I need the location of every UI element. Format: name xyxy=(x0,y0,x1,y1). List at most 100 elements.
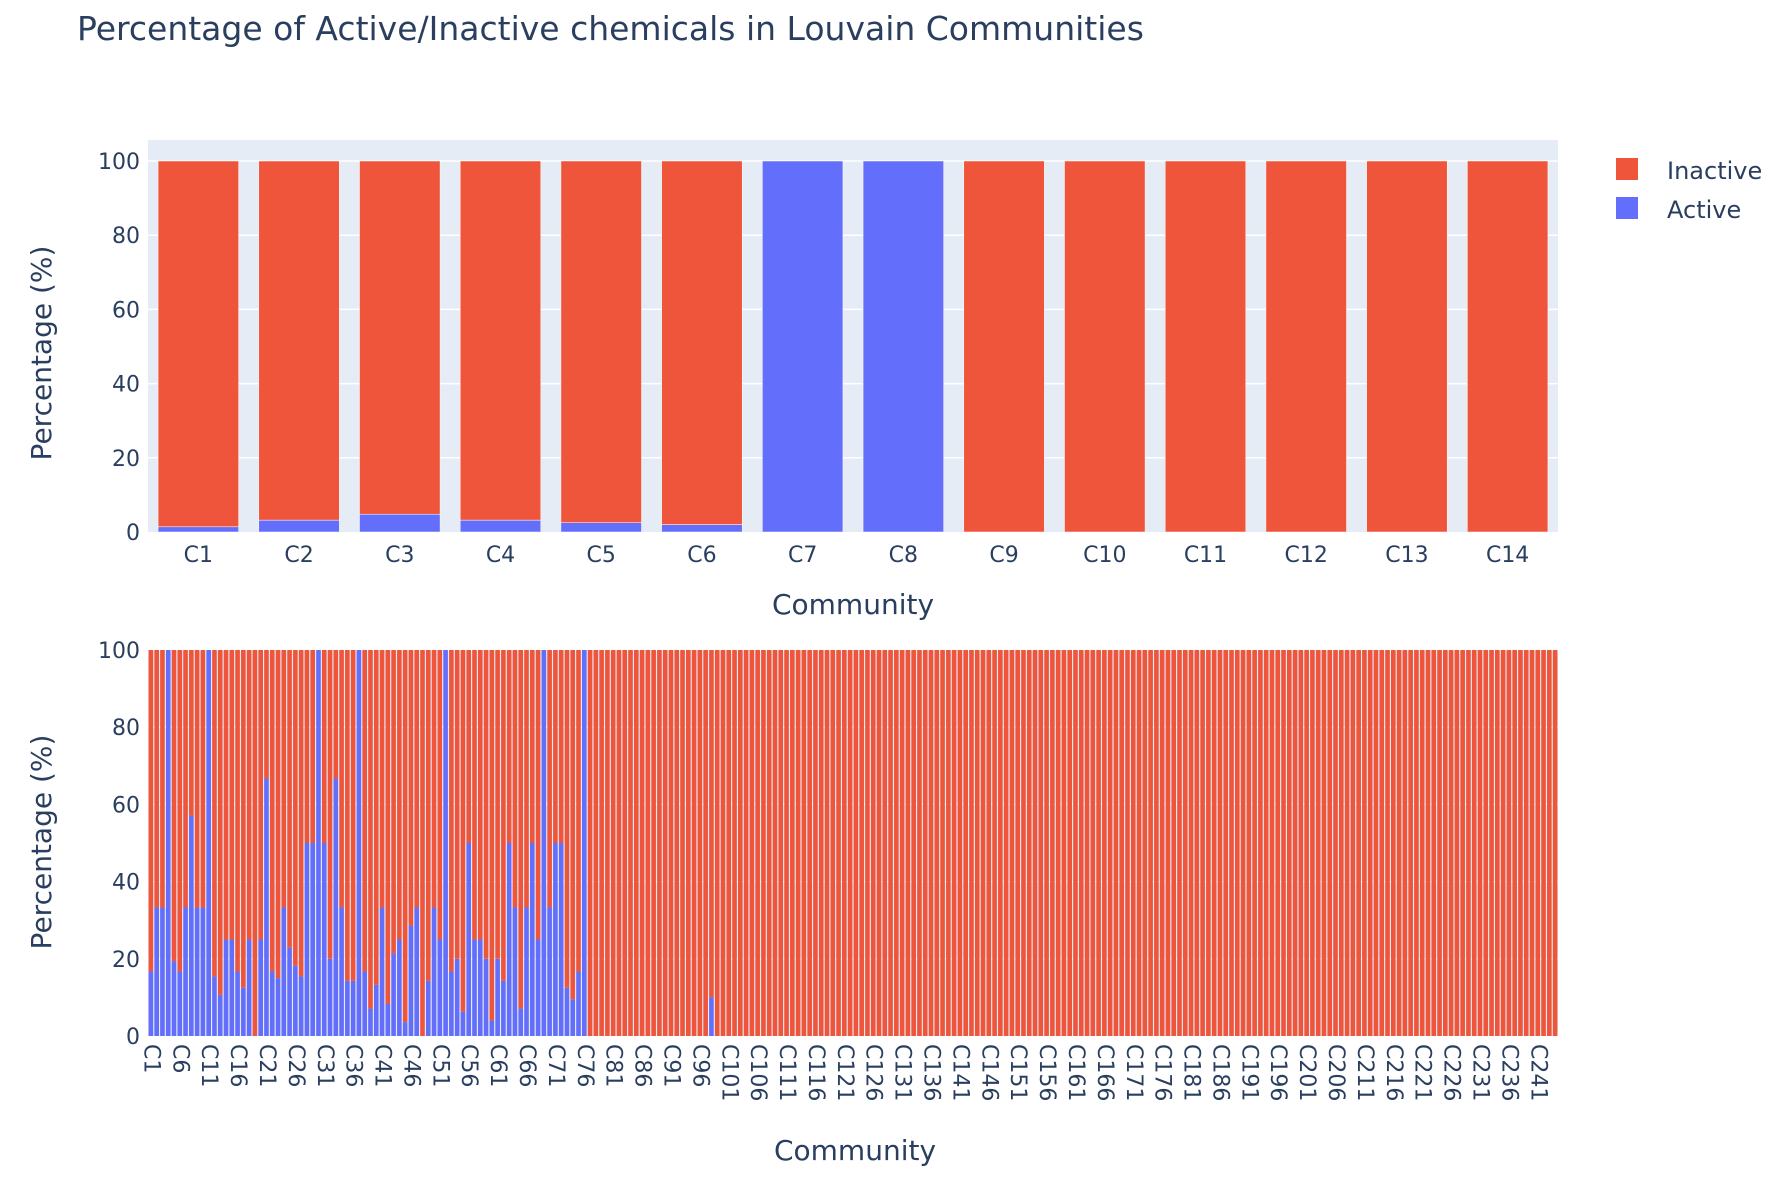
bar-inactive xyxy=(402,650,408,1023)
bar-inactive xyxy=(1009,650,1015,1036)
bar-inactive xyxy=(350,650,356,981)
bar-inactive xyxy=(1211,650,1217,1036)
bar-inactive xyxy=(963,650,968,1036)
bar-inactive xyxy=(223,650,229,940)
bar-inactive xyxy=(674,650,680,1036)
top-y-axis: 0 20 40 60 80 100 xyxy=(98,150,140,546)
bar-inactive xyxy=(1252,650,1257,1036)
bar-inactive xyxy=(1171,650,1177,1036)
bar-inactive xyxy=(483,650,489,959)
bar-inactive xyxy=(466,650,472,843)
bar-inactive xyxy=(459,160,542,521)
x-tick-label: C181 xyxy=(1179,1044,1204,1101)
bar-inactive xyxy=(246,650,252,940)
bar-active xyxy=(414,907,420,1036)
x-tick-label: C141 xyxy=(947,1044,972,1101)
x-tick-label: C8 xyxy=(889,543,918,568)
bar-inactive xyxy=(1373,650,1379,1036)
legend-item-active[interactable]: Active xyxy=(1616,196,1741,224)
x-tick-label: C206 xyxy=(1323,1044,1348,1101)
bar-inactive xyxy=(1396,650,1402,1036)
bar-inactive xyxy=(1142,650,1148,1036)
bar-inactive xyxy=(298,650,304,977)
bar-inactive xyxy=(1477,650,1483,1036)
bar-inactive xyxy=(157,160,239,528)
bar-inactive xyxy=(749,650,755,1036)
bar-inactive xyxy=(437,650,443,940)
bar-inactive xyxy=(1362,650,1367,1036)
bar-inactive xyxy=(772,650,778,1036)
bar-active xyxy=(576,971,581,1036)
x-tick-label: C71 xyxy=(543,1044,568,1087)
bar-inactive xyxy=(714,650,720,1036)
legend[interactable]: Inactive Active xyxy=(1616,157,1762,224)
bar-inactive xyxy=(414,650,420,908)
bar-inactive xyxy=(691,650,697,1036)
legend-item-inactive[interactable]: Inactive xyxy=(1616,157,1762,185)
bar-active xyxy=(171,961,177,1036)
bar-inactive xyxy=(1038,650,1044,1036)
bar-inactive xyxy=(524,650,529,908)
bar-active xyxy=(165,650,171,1036)
bar-inactive xyxy=(397,650,402,940)
bar-active xyxy=(345,980,350,1036)
bar-active xyxy=(148,971,154,1036)
x-tick-label: C9 xyxy=(989,543,1018,568)
bar-inactive xyxy=(1512,650,1517,1036)
bar-inactive xyxy=(327,650,333,959)
bar-inactive xyxy=(899,650,905,1036)
bar-inactive xyxy=(321,650,327,843)
bar-active xyxy=(385,1003,391,1036)
bar-active xyxy=(560,522,642,533)
bar-active xyxy=(553,843,558,1036)
bar-inactive xyxy=(553,650,558,843)
bar-inactive xyxy=(928,650,934,1036)
bar-active xyxy=(489,1020,495,1036)
bar-inactive xyxy=(1223,650,1229,1036)
bar-inactive xyxy=(1217,650,1223,1036)
y-tick-label: 80 xyxy=(112,224,140,249)
x-tick-label: C51 xyxy=(427,1044,452,1087)
bar-inactive xyxy=(1073,650,1078,1036)
bar-active xyxy=(397,939,402,1036)
bar-active xyxy=(281,907,287,1036)
bar-active xyxy=(518,1008,524,1036)
bottom-bars xyxy=(148,650,1558,1036)
y-tick-label: 100 xyxy=(98,150,140,175)
x-tick-label: C13 xyxy=(1385,543,1428,568)
y-tick-label: 0 xyxy=(126,1025,140,1050)
bar-active xyxy=(206,650,211,1036)
bar-inactive xyxy=(1194,650,1200,1036)
bar-inactive xyxy=(1246,650,1252,1036)
y-tick-label: 20 xyxy=(112,948,140,973)
bar-active xyxy=(535,939,541,1036)
x-tick-label: C186 xyxy=(1207,1044,1232,1101)
bar-inactive xyxy=(1021,650,1026,1036)
x-tick-label: C146 xyxy=(976,1044,1001,1101)
x-tick-label: C211 xyxy=(1352,1044,1377,1101)
bar-active xyxy=(246,939,252,1036)
bar-inactive xyxy=(986,650,992,1036)
bar-inactive xyxy=(998,650,1003,1036)
bar-active xyxy=(235,971,240,1036)
chart-title: Percentage of Active/Inactive chemicals … xyxy=(77,9,1144,48)
bar-active xyxy=(541,650,547,1036)
bar-inactive xyxy=(1327,650,1333,1036)
bar-active xyxy=(229,939,235,1036)
bar-inactive xyxy=(501,650,506,981)
x-tick-label: C226 xyxy=(1439,1044,1464,1101)
bar-active xyxy=(570,999,576,1036)
bar-inactive xyxy=(1535,650,1541,1036)
top-x-axis: C1 C2 C3 C4 C5 C6 C7 C8 C9 C10 C11 C12 C13 C14 xyxy=(184,543,1530,568)
bar-inactive xyxy=(1269,650,1275,1036)
bar-active xyxy=(298,976,304,1036)
bar-inactive xyxy=(1408,650,1413,1036)
bar-inactive xyxy=(1495,650,1500,1036)
y-tick-label: 80 xyxy=(112,716,140,741)
bar-inactive xyxy=(1541,650,1546,1036)
y-tick-label: 60 xyxy=(112,793,140,818)
bar-active xyxy=(506,843,512,1036)
bar-inactive xyxy=(1148,650,1153,1036)
bottom-y-axis-title: Percentage (%) xyxy=(25,735,58,950)
top-x-axis-title: Community xyxy=(772,588,934,621)
